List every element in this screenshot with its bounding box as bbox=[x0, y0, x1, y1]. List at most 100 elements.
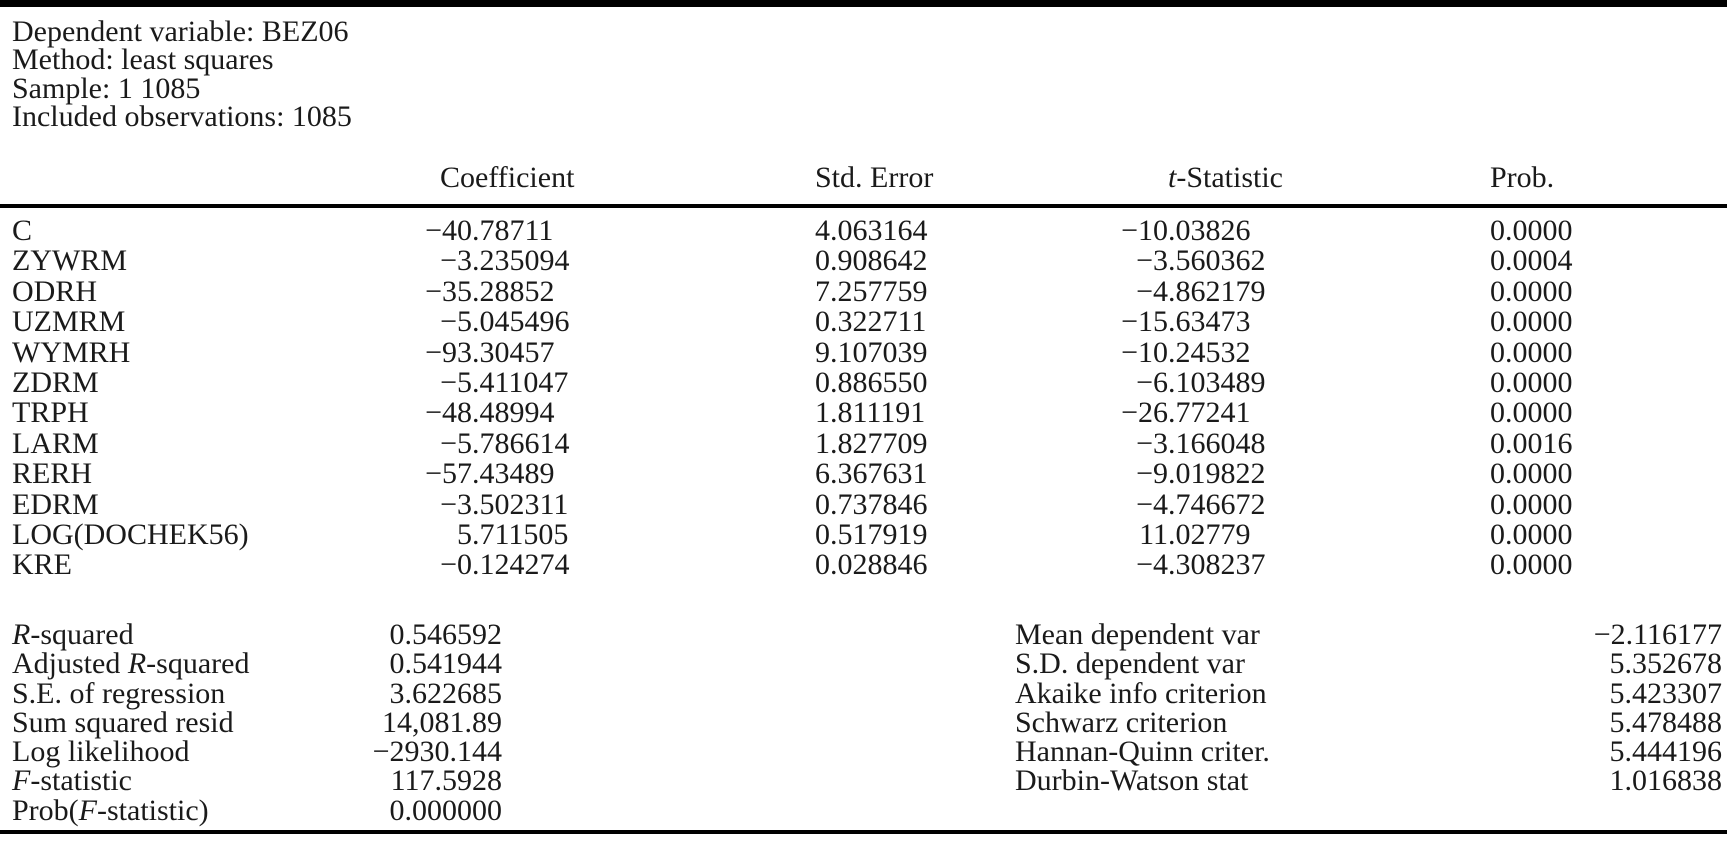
stat-value: 0.541944 bbox=[389, 647, 503, 681]
t-statistic-value: −4.746672 bbox=[1136, 487, 1266, 521]
sample-line: Sample: 1 1085 bbox=[12, 71, 201, 105]
t-rest: -Statistic bbox=[1176, 161, 1283, 194]
std-error-value: 1.827709 bbox=[815, 426, 928, 460]
variable-label: WYMRH bbox=[12, 335, 131, 369]
model-info-block: Dependent variable: BEZ06 Method: least … bbox=[0, 15, 1727, 134]
summary-row: Adjusted R-squared 0.541944 S.D. depende… bbox=[0, 647, 1727, 681]
table-row: EDRM −3.502311 0.737846 −4.746672 0.0000 bbox=[0, 487, 1727, 521]
coefficient-value: −35.28852 bbox=[425, 274, 555, 308]
coefficient-value: −0.124274 bbox=[440, 548, 570, 582]
variable-label: RERH bbox=[12, 457, 93, 491]
std-error-value: 0.737846 bbox=[815, 487, 928, 521]
prob-value: 0.0000 bbox=[1490, 548, 1573, 582]
stat-value: 5.423307 bbox=[1609, 676, 1723, 710]
stat-value: 0.546592 bbox=[389, 618, 503, 651]
variable-label: ZDRM bbox=[12, 365, 99, 399]
std-error-value: 6.367631 bbox=[815, 457, 928, 491]
table-row: C −40.78711 4.063164 −10.03826 0.0000 bbox=[0, 214, 1727, 247]
std-error-value: 9.107039 bbox=[815, 335, 928, 369]
prob-value: 0.0016 bbox=[1490, 426, 1573, 460]
t-statistic-value: 11.02779 bbox=[1139, 517, 1251, 551]
col-header-std-error: Std. Error bbox=[815, 161, 934, 194]
table-row: LARM −5.786614 1.827709 −3.166048 0.0016 bbox=[0, 426, 1727, 460]
stat-value: 1.016838 bbox=[1609, 764, 1723, 798]
coefficient-value: −3.502311 bbox=[440, 487, 569, 521]
prob-value: 0.0000 bbox=[1490, 335, 1573, 369]
variable-label: EDRM bbox=[12, 487, 99, 521]
summary-row: F-statistic 117.5928 Durbin-Watson stat … bbox=[0, 764, 1727, 798]
stat-value: −2.116177 bbox=[1593, 618, 1722, 651]
stat-label-hannan-quinn-criter: Hannan-Quinn criter. bbox=[1015, 735, 1270, 769]
stat-value: 14,081.89 bbox=[382, 705, 502, 739]
stat-label-mean-dependent-var: Mean dependent var bbox=[1015, 618, 1260, 651]
stat-label-r-squared: R-squared bbox=[12, 618, 134, 651]
stat-label-schwarz-criterion: Schwarz criterion bbox=[1015, 705, 1228, 739]
method-line: Method: least squares bbox=[12, 43, 274, 77]
t-statistic-value: −26.77241 bbox=[1121, 396, 1251, 430]
prob-value: 0.0000 bbox=[1490, 487, 1573, 521]
std-error-value: 7.257759 bbox=[815, 274, 928, 308]
variable-label: KRE bbox=[12, 548, 72, 582]
table-row: RERH −57.43489 6.367631 −9.019822 0.0000 bbox=[0, 457, 1727, 491]
stat-label-log-likelihood: Log likelihood bbox=[12, 735, 190, 769]
summary-row: Prob(F-statistic) 0.000000 bbox=[0, 795, 1727, 825]
t-statistic-value: −10.03826 bbox=[1121, 214, 1251, 247]
std-error-value: 0.322711 bbox=[815, 305, 927, 339]
table-row: WYMRH −93.30457 9.107039 −10.24532 0.000… bbox=[0, 335, 1727, 369]
table-row: KRE −0.124274 0.028846 −4.308237 0.0000 bbox=[0, 548, 1727, 582]
t-statistic-value: −9.019822 bbox=[1136, 457, 1266, 491]
stat-label-sum-squared-resid: Sum squared resid bbox=[12, 705, 234, 739]
coefficient-value: −5.045496 bbox=[440, 305, 570, 339]
col-header-t-statistic: t-Statistic bbox=[1168, 162, 1283, 194]
std-error-value: 4.063164 bbox=[815, 214, 928, 247]
coefficient-value: −93.30457 bbox=[425, 335, 555, 369]
table-row: LOG(DOCHEK56) 5.711505 0.517919 11.02779… bbox=[0, 517, 1727, 551]
t-statistic-value: −4.308237 bbox=[1136, 548, 1266, 582]
stat-label-adjusted-r-squared: Adjusted R-squared bbox=[12, 647, 250, 681]
stat-value: 117.5928 bbox=[390, 764, 502, 798]
variable-label: ODRH bbox=[12, 274, 98, 308]
stat-value: 5.478488 bbox=[1609, 705, 1723, 739]
stat-label-durbin-watson-stat: Durbin-Watson stat bbox=[1015, 764, 1249, 798]
t-statistic-value: −15.63473 bbox=[1121, 305, 1251, 339]
t-statistic-value: −4.862179 bbox=[1136, 274, 1266, 308]
t-statistic-value: −10.24532 bbox=[1121, 335, 1251, 369]
stat-label-se-of-regression: S.E. of regression bbox=[12, 676, 226, 710]
prob-value: 0.0004 bbox=[1490, 244, 1573, 278]
coefficient-value: −5.411047 bbox=[440, 365, 569, 399]
coefficient-value: 5.711505 bbox=[457, 517, 569, 551]
prob-value: 0.0000 bbox=[1490, 517, 1573, 551]
column-header-row: Coefficient Std. Error t-Statistic Prob. bbox=[0, 162, 1727, 194]
summary-row: R-squared 0.546592 Mean dependent var −2… bbox=[0, 618, 1727, 651]
variable-label: TRPH bbox=[12, 396, 89, 430]
table-row: UZMRM −5.045496 0.322711 −15.63473 0.000… bbox=[0, 305, 1727, 339]
table-row: TRPH −48.48994 1.811191 −26.77241 0.0000 bbox=[0, 396, 1727, 430]
summary-row: S.E. of regression 3.622685 Akaike info … bbox=[0, 676, 1727, 710]
stat-label-f-statistic: F-statistic bbox=[12, 764, 132, 798]
std-error-value: 0.517919 bbox=[815, 517, 928, 551]
summary-statistics-block: R-squared 0.546592 Mean dependent var −2… bbox=[0, 618, 1727, 825]
prob-value: 0.0000 bbox=[1490, 457, 1573, 491]
table-row: ZYWRM −3.235094 0.908642 −3.560362 0.000… bbox=[0, 244, 1727, 278]
coefficient-value: −5.786614 bbox=[440, 426, 570, 460]
coefficient-value: −57.43489 bbox=[425, 457, 555, 491]
prob-value: 0.0000 bbox=[1490, 274, 1573, 308]
col-header-prob: Prob. bbox=[1490, 161, 1555, 194]
prob-value: 0.0000 bbox=[1490, 396, 1573, 430]
prob-value: 0.0000 bbox=[1490, 214, 1573, 247]
prob-value: 0.0000 bbox=[1490, 365, 1573, 399]
variable-label: C bbox=[12, 214, 33, 247]
std-error-value: 0.908642 bbox=[815, 244, 928, 278]
prob-value: 0.0000 bbox=[1490, 305, 1573, 339]
dependent-variable-line: Dependent variable: BEZ06 bbox=[12, 15, 349, 48]
coefficient-value: −3.235094 bbox=[440, 244, 570, 278]
stat-value: 3.622685 bbox=[389, 676, 503, 710]
std-error-value: 0.886550 bbox=[815, 365, 928, 399]
included-observations-line: Included observations: 1085 bbox=[12, 100, 352, 134]
table-row: ODRH −35.28852 7.257759 −4.862179 0.0000 bbox=[0, 274, 1727, 308]
summary-row: Log likelihood −2930.144 Hannan-Quinn cr… bbox=[0, 735, 1727, 769]
t-statistic-value: −3.166048 bbox=[1136, 426, 1266, 460]
stat-label-akaike-info-criterion: Akaike info criterion bbox=[1015, 676, 1267, 710]
variable-label: LOG(DOCHEK56) bbox=[12, 517, 249, 551]
